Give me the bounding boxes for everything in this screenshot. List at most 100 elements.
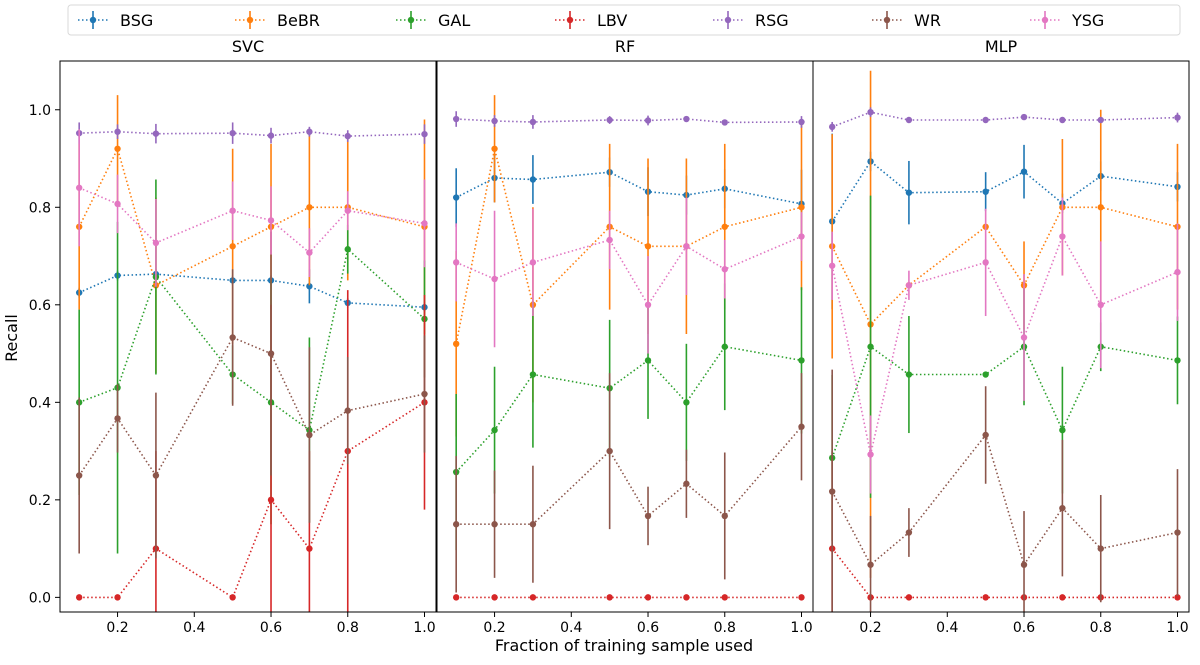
point-wr (114, 415, 121, 422)
y-tick-label: 0.8 (29, 200, 51, 216)
point-ysg (606, 236, 613, 244)
point-ysg (114, 200, 121, 208)
panel-frame (59, 60, 437, 613)
point-wr (1097, 545, 1104, 552)
series-line-wr (831, 433, 1178, 567)
point-wr (75, 472, 83, 479)
point-bebr (452, 340, 460, 348)
x-tick-label: 0.4 (936, 620, 958, 636)
panel-mlp: MLP 0.2 0.4 0.6 0.8 1.0 (812, 37, 1190, 636)
legend-marker-gal (407, 16, 415, 24)
point-rsg (152, 130, 160, 137)
series-line-bebr (831, 206, 1178, 326)
point-rsg (267, 132, 275, 139)
point-rsg (867, 108, 874, 116)
point-bsg (529, 176, 537, 183)
point-bsg (905, 189, 913, 196)
x-tick-label: 0.6 (637, 620, 659, 636)
point-wr (1174, 529, 1181, 536)
point-wr (683, 480, 690, 487)
point-rsg (114, 128, 121, 135)
point-rsg (721, 119, 728, 126)
point-bebr (306, 204, 313, 211)
point-gal (798, 357, 805, 364)
point-lbv (644, 594, 652, 601)
x-tick-label: 0.6 (1013, 620, 1035, 636)
point-wr (1059, 504, 1066, 512)
point-ysg (644, 301, 652, 309)
legend-marker-ysg (1041, 16, 1049, 24)
point-ysg (828, 262, 836, 269)
point-bsg (306, 283, 313, 290)
point-rsg (683, 115, 690, 123)
series-line-rsg (79, 130, 425, 137)
point-gal (683, 399, 690, 406)
point-ysg (683, 243, 690, 250)
point-gal (867, 343, 874, 350)
point-lbv (1059, 594, 1066, 601)
panel-title-rf: RF (615, 37, 635, 56)
point-rsg (828, 123, 836, 131)
legend-label-rsg: RSG (755, 11, 789, 30)
point-rsg (452, 115, 460, 123)
point-rsg (229, 129, 236, 137)
series-line-gal (78, 247, 426, 432)
point-wr (529, 521, 537, 528)
panel-series-mlp (828, 70, 1181, 612)
point-gal (644, 357, 652, 364)
point-wr (152, 472, 160, 479)
point-ysg (1174, 268, 1181, 276)
point-gal (1059, 426, 1066, 434)
point-lbv (452, 594, 460, 601)
series-line-wr (456, 426, 803, 526)
x-tick-label: 1.0 (413, 620, 435, 636)
point-wr (721, 512, 728, 520)
point-ysg (344, 207, 351, 214)
x-tick-label: 0.2 (483, 620, 505, 636)
point-wr (1020, 561, 1028, 568)
point-rsg (1097, 116, 1104, 124)
point-lbv (905, 594, 913, 601)
series-line-bsg (455, 171, 802, 205)
point-rsg (306, 128, 313, 135)
point-ysg (421, 220, 428, 227)
point-ysg (75, 184, 83, 191)
point-gal (982, 371, 989, 378)
point-rsg (344, 132, 351, 140)
point-wr (344, 407, 351, 414)
point-ysg (905, 282, 913, 289)
point-wr (421, 390, 428, 398)
point-wr (452, 521, 460, 528)
panel-title-svc: SVC (232, 37, 264, 56)
point-lbv (114, 594, 121, 601)
point-wr (982, 431, 989, 439)
point-ysg (267, 217, 275, 224)
series-line-bebr (78, 146, 425, 287)
point-ysg (798, 233, 805, 240)
point-rsg (1174, 114, 1181, 121)
point-lbv (229, 594, 236, 601)
point-bebr (114, 145, 121, 152)
point-wr (798, 423, 805, 430)
point-bsg (982, 188, 989, 195)
point-bebr (491, 145, 498, 152)
panel-frame (436, 60, 814, 613)
series-line-bsg (831, 160, 1178, 222)
x-tick-label: 1.0 (790, 620, 812, 636)
x-tick-label: 0.4 (183, 620, 205, 636)
point-ysg (982, 259, 989, 266)
point-rsg (421, 130, 428, 138)
point-bebr (721, 223, 728, 230)
series-line-rsg (831, 111, 1178, 128)
point-rsg (529, 118, 537, 126)
legend-marker-bebr (246, 16, 254, 24)
point-ysg (452, 259, 460, 266)
point-wr (828, 488, 836, 495)
point-rsg (982, 116, 989, 124)
point-lbv (267, 496, 275, 504)
point-wr (867, 561, 874, 568)
series-line-lbv (831, 548, 1178, 599)
point-lbv (75, 594, 83, 601)
y-tick-label: 0.6 (29, 298, 51, 314)
